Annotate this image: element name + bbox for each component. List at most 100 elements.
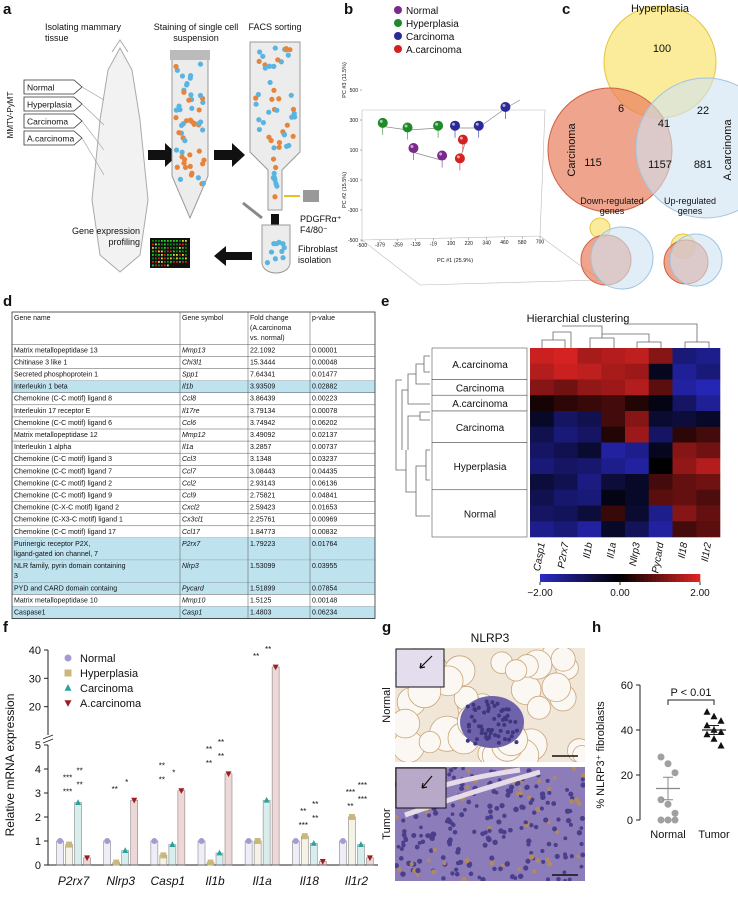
row-label: A.carcinoma [452, 360, 508, 371]
cell [173, 107, 179, 113]
heat-cell [625, 442, 650, 459]
x-tick-label: Casp1 [151, 874, 186, 888]
adipocyte [572, 745, 585, 762]
heat-cell [577, 379, 602, 396]
heatmap-title: Hierarchial clustering [527, 313, 630, 325]
adipocyte [526, 695, 551, 720]
colorbar-step [604, 574, 609, 582]
legend-marker [394, 6, 402, 14]
nucleus [498, 728, 503, 733]
array-spot [176, 261, 178, 263]
arrow [214, 143, 245, 167]
array-spot [182, 254, 184, 256]
table-cell: 3.49092 [250, 432, 275, 439]
nucleus [447, 772, 452, 777]
table-cell: 0.01653 [312, 505, 337, 512]
text-line: 0.06202 [312, 420, 337, 427]
nucleus [469, 714, 474, 719]
annotation: P < 0.01 [670, 687, 711, 699]
stage-pointer [81, 86, 105, 101]
text-line: Interleukin 17 receptor E [14, 408, 91, 415]
tube-cap [170, 50, 210, 60]
cell [197, 92, 204, 99]
marker [710, 712, 718, 720]
bar [65, 844, 73, 866]
x-tick-label: 220 [465, 241, 474, 247]
nucleus [526, 838, 532, 844]
table-cell: Chemokine (C-C motif) ligand 9 [14, 493, 112, 500]
panel-letter: d [3, 293, 12, 310]
significance: ** [159, 762, 165, 771]
table-cell: 1.5125 [250, 597, 272, 604]
panel-letter: b [344, 1, 353, 18]
text-line: 1.51899 [250, 585, 275, 592]
nucleus [553, 842, 558, 848]
cell [200, 180, 207, 186]
cell [176, 130, 182, 136]
nucleus [431, 869, 437, 875]
text-line: NLR family, pyrin domain containing [14, 563, 126, 570]
x-tick-label: Normal [650, 829, 685, 841]
marker [301, 833, 308, 840]
nucleus [556, 877, 561, 881]
heat-cell [530, 474, 555, 491]
cell [200, 127, 206, 133]
text-line: Chemokine (C-C motif) ligand 2 [14, 480, 112, 487]
nucleus [465, 704, 470, 709]
array-spot [152, 254, 154, 256]
significance: ** [312, 814, 318, 823]
text-line: Purinergic receptor P2X, [14, 541, 90, 548]
colorbar-step [544, 574, 549, 582]
arrow [214, 246, 252, 266]
array-spot [161, 264, 163, 267]
colorbar-step [664, 574, 669, 582]
plot-box [361, 109, 601, 286]
text-line: 0.04435 [312, 468, 337, 475]
text-line: Gene name [14, 315, 51, 322]
nucleus [461, 767, 465, 771]
nucleus [452, 767, 458, 770]
text-line: genes [600, 206, 625, 216]
heat-cell [625, 363, 650, 380]
text-line: genes [678, 206, 703, 216]
nucleus [580, 782, 585, 788]
table-cell: 2.93143 [250, 480, 275, 487]
text-line: Il1b [182, 384, 193, 391]
marker [64, 654, 72, 662]
text-line: (A.carcinoma [250, 325, 291, 332]
cell [200, 99, 206, 106]
text-line: Chemokine (C-C motif) ligand 8 [14, 396, 112, 403]
z-axis-label: PC #2 (15.5%) [342, 172, 348, 208]
venn-count: 100 [653, 43, 671, 55]
colorbar-step [560, 574, 565, 582]
table-cell: 0.00737 [312, 444, 337, 451]
nucleus [523, 865, 529, 871]
array-spot [182, 247, 184, 249]
colorbar-step [672, 574, 677, 582]
text-line: 3.74942 [250, 420, 275, 427]
nucleus [396, 844, 401, 849]
point [402, 122, 413, 133]
table-cell: 1.84773 [250, 529, 275, 536]
array-spot [161, 250, 163, 253]
table-cell: 3.74942 [250, 420, 275, 427]
array-spot [176, 250, 178, 253]
array-spot [161, 243, 163, 246]
bar [150, 840, 159, 866]
text-line: Chemokine (C-C motif) ligand 6 [14, 420, 112, 427]
marker [57, 838, 64, 844]
nucleus [533, 824, 539, 830]
nucleus [419, 825, 423, 830]
nucleus [480, 727, 485, 732]
significance: ** [218, 752, 224, 761]
array-spot [152, 247, 154, 249]
cell [187, 75, 193, 81]
cell [181, 160, 187, 166]
marker [671, 769, 679, 777]
x-tick-label: Il1r2 [345, 874, 369, 888]
text-line: vs. normal) [250, 335, 285, 342]
nucleus [479, 724, 484, 729]
heat-cell [577, 395, 602, 412]
